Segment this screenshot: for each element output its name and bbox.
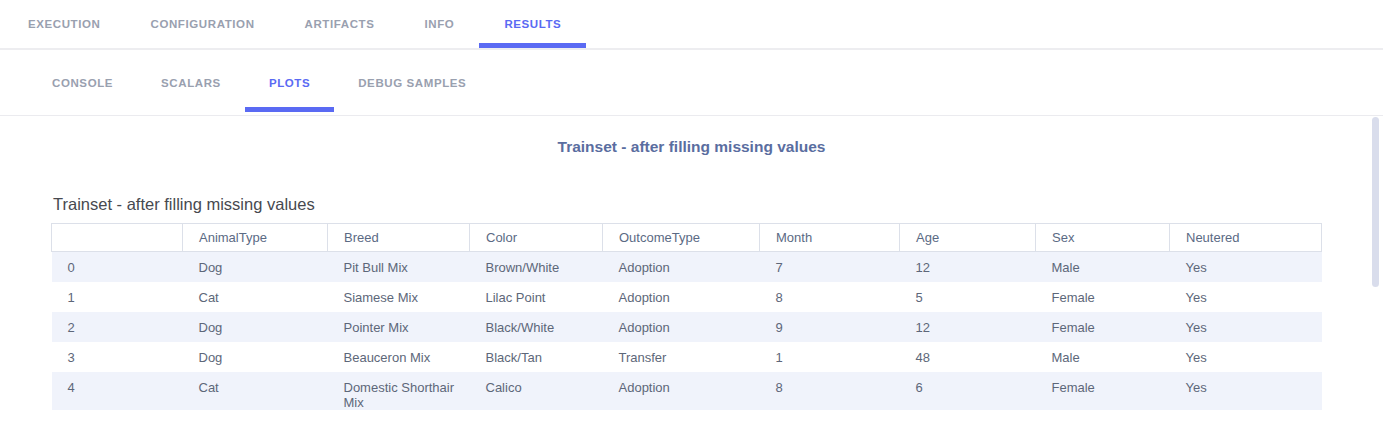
tab-label: EXECUTION: [28, 18, 101, 30]
table-cell: Adoption: [603, 252, 760, 282]
table-cell: Domestic Shorthair Mix: [328, 372, 470, 410]
table-header-row: AnimalTypeBreedColorOutcomeTypeMonthAgeS…: [52, 224, 1322, 252]
table-cell: Female: [1036, 372, 1170, 410]
subtab-label: SCALARS: [161, 77, 221, 89]
subtab-scalars[interactable]: SCALARS: [137, 50, 245, 115]
table-cell: 7: [760, 252, 900, 282]
table-cell: Yes: [1170, 312, 1322, 342]
table-cell: 4: [52, 372, 183, 410]
table-cell: 3: [52, 342, 183, 372]
trainset-table: AnimalTypeBreedColorOutcomeTypeMonthAgeS…: [51, 223, 1322, 410]
table-cell: 9: [760, 312, 900, 342]
table-cell: 5: [900, 282, 1036, 312]
tab-label: INFO: [425, 18, 455, 30]
table-cell: Adoption: [603, 282, 760, 312]
table-row: 0DogPit Bull MixBrown/WhiteAdoption712Ma…: [52, 252, 1322, 282]
table-cell: Dog: [183, 342, 328, 372]
table-cell: 2: [52, 312, 183, 342]
table-cell: 6: [900, 372, 1036, 410]
table-cell: Transfer: [603, 342, 760, 372]
table-cell: 8: [760, 372, 900, 410]
table-cell: Cat: [183, 282, 328, 312]
table-cell: Male: [1036, 252, 1170, 282]
subtab-label: CONSOLE: [52, 77, 113, 89]
table-cell: Yes: [1170, 342, 1322, 372]
table-cell: Male: [1036, 342, 1170, 372]
vertical-scrollbar-thumb[interactable]: [1372, 117, 1379, 287]
tab-results[interactable]: RESULTS: [479, 0, 586, 48]
table-cell: Yes: [1170, 252, 1322, 282]
table-cell: 48: [900, 342, 1036, 372]
table-cell: Dog: [183, 312, 328, 342]
tab-label: ARTIFACTS: [305, 18, 375, 30]
table-cell: Calico: [470, 372, 603, 410]
plot-title: Trainset - after filling missing values: [53, 195, 1383, 214]
table-cell: Brown/White: [470, 252, 603, 282]
column-header: OutcomeType: [603, 224, 760, 252]
table-cell: Dog: [183, 252, 328, 282]
table-row: 3DogBeauceron MixBlack/TanTransfer148Mal…: [52, 342, 1322, 372]
table-cell: Beauceron Mix: [328, 342, 470, 372]
subtab-plots[interactable]: PLOTS: [245, 50, 334, 115]
column-header: Neutered: [1170, 224, 1322, 252]
table-cell: Cat: [183, 372, 328, 410]
table-cell: Lilac Point: [470, 282, 603, 312]
subtab-console[interactable]: CONSOLE: [28, 50, 137, 115]
table-row: 4CatDomestic Shorthair MixCalicoAdoption…: [52, 372, 1322, 410]
table-cell: 0: [52, 252, 183, 282]
table-cell: Siamese Mix: [328, 282, 470, 312]
table-cell: Female: [1036, 282, 1170, 312]
table-cell: 12: [900, 312, 1036, 342]
subtab-label: DEBUG SAMPLES: [358, 77, 466, 89]
table-cell: Black/Tan: [470, 342, 603, 372]
column-header: Color: [470, 224, 603, 252]
table-cell: Yes: [1170, 282, 1322, 312]
table-row: 1CatSiamese MixLilac PointAdoption85Fema…: [52, 282, 1322, 312]
tab-info[interactable]: INFO: [400, 0, 480, 48]
column-header: Age: [900, 224, 1036, 252]
table-body: 0DogPit Bull MixBrown/WhiteAdoption712Ma…: [52, 252, 1322, 410]
table-cell: 1: [760, 342, 900, 372]
column-header: [52, 224, 183, 252]
table-header: AnimalTypeBreedColorOutcomeTypeMonthAgeS…: [52, 224, 1322, 252]
table-cell: Adoption: [603, 372, 760, 410]
table-cell: Adoption: [603, 312, 760, 342]
tab-configuration[interactable]: CONFIGURATION: [126, 0, 280, 48]
plot-panel: Trainset - after filling missing values …: [0, 138, 1383, 410]
table-cell: Pit Bull Mix: [328, 252, 470, 282]
results-subtab-bar: CONSOLE SCALARS PLOTS DEBUG SAMPLES: [0, 50, 1383, 116]
column-header: Sex: [1036, 224, 1170, 252]
tab-label: RESULTS: [504, 18, 561, 30]
tab-label: CONFIGURATION: [151, 18, 255, 30]
table-cell: Yes: [1170, 372, 1322, 410]
table-cell: 12: [900, 252, 1036, 282]
column-header: Breed: [328, 224, 470, 252]
subtab-label: PLOTS: [269, 77, 310, 89]
table-cell: Black/White: [470, 312, 603, 342]
column-header: Month: [760, 224, 900, 252]
tab-execution[interactable]: EXECUTION: [3, 0, 126, 48]
table-cell: Female: [1036, 312, 1170, 342]
subtab-debug-samples[interactable]: DEBUG SAMPLES: [334, 50, 490, 115]
table-cell: 1: [52, 282, 183, 312]
table-cell: 8: [760, 282, 900, 312]
plot-heading: Trainset - after filling missing values: [0, 138, 1383, 156]
tab-artifacts[interactable]: ARTIFACTS: [280, 0, 400, 48]
experiment-tab-bar: EXECUTION CONFIGURATION ARTIFACTS INFO R…: [0, 0, 1383, 50]
column-header: AnimalType: [183, 224, 328, 252]
table-row: 2DogPointer MixBlack/WhiteAdoption912Fem…: [52, 312, 1322, 342]
table-cell: Pointer Mix: [328, 312, 470, 342]
